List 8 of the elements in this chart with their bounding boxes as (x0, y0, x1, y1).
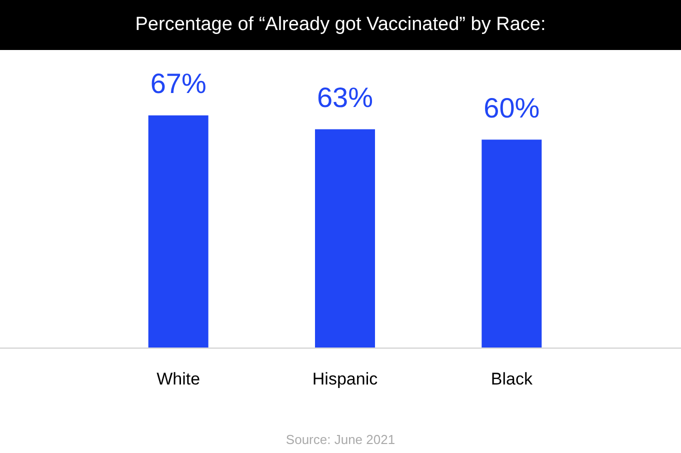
data-label: 63% (316, 82, 374, 113)
chart-title: Percentage of “Already got Vaccinated” by Race: (0, 0, 681, 50)
source-note: Source: June 2021 (284, 432, 396, 447)
data-label: 60% (484, 92, 540, 124)
data-label: 67% (150, 68, 206, 100)
x-tick-label: Black (490, 369, 533, 388)
x-tick-label: Hispanic (312, 369, 378, 388)
x-tick-label: White (156, 369, 200, 388)
